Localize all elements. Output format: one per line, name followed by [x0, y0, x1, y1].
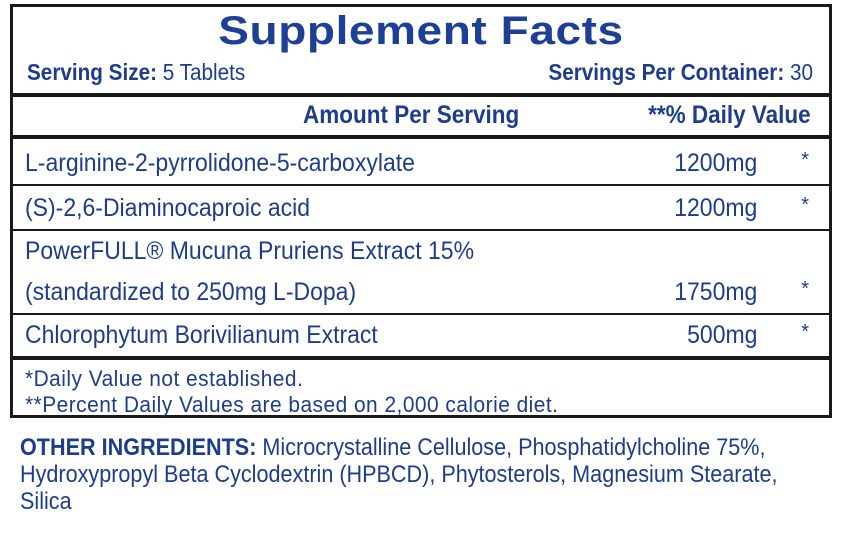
ingredient-dv: * [801, 321, 809, 343]
divider [13, 93, 829, 97]
ingredient-name-detail: (standardized to 250mg L-Dopa) [25, 278, 357, 306]
footnote: *Daily Value not established. [25, 366, 304, 391]
other-ingredients-text: Microcrystalline Cellulose, Phosphatidyl… [20, 434, 778, 515]
divider [13, 229, 829, 231]
ingredient-dv: * [801, 278, 809, 300]
ingredient-amount: 1750mg [673, 278, 757, 306]
ingredient-amount: 1200mg [673, 149, 757, 177]
divider [13, 356, 829, 360]
ingredient-amount: 500mg [686, 321, 757, 349]
divider [13, 313, 829, 315]
serving-size: Serving Size: 5 Tablets [27, 59, 245, 86]
ingredient-name: L-arginine-2-pyrrolidone-5-carboxylate [25, 149, 415, 177]
ingredient-name: (S)-2,6-Diaminocaproic acid [25, 194, 311, 222]
ingredient-name: PowerFULL® Mucuna Pruriens Extract 15% [25, 237, 475, 265]
ingredient-name: Chlorophytum Borivilianum Extract [25, 321, 378, 349]
amount-header: Amount Per Serving [303, 101, 520, 129]
divider [13, 184, 829, 186]
other-ingredients-label: OTHER INGREDIENTS: [20, 434, 257, 461]
footnote: **Percent Daily Values are based on 2,00… [25, 392, 559, 417]
other-ingredients: OTHER INGREDIENTS: Microcrystalline Cell… [20, 434, 830, 515]
servings-per-container-label: Servings Per Container: [548, 59, 785, 85]
serving-size-label: Serving Size: [27, 59, 157, 85]
panel-title: Supplement Facts [218, 9, 624, 53]
ingredient-amount: 1200mg [673, 194, 757, 222]
daily-value-header: **% Daily Value [648, 101, 811, 129]
ingredient-dv: * [801, 194, 809, 216]
divider [13, 135, 829, 139]
ingredient-dv: * [801, 149, 809, 171]
serving-size-value: 5 Tablets [162, 59, 246, 85]
servings-per-container-value: 30 [789, 59, 813, 85]
servings-per-container: Servings Per Container: 30 [548, 59, 813, 86]
supplement-facts-panel: Supplement Facts Serving Size: 5 Tablets… [10, 4, 832, 418]
